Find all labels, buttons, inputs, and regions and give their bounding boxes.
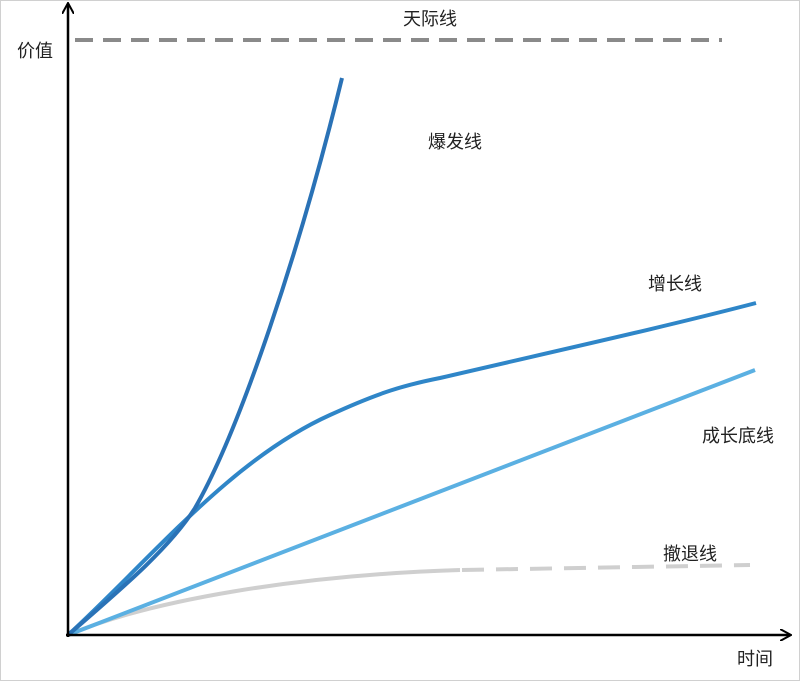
- growth-line: [66, 301, 757, 637]
- growth-baseline: [67, 368, 756, 637]
- line-label: 成长底线: [702, 426, 774, 447]
- line-label: 天际线: [403, 9, 457, 30]
- y-axis-label: 价值: [17, 41, 53, 62]
- retreat-line-dashed: [461, 563, 751, 572]
- line-label: 增长线: [648, 274, 702, 295]
- line-label: 爆发线: [428, 132, 482, 153]
- line-label: 撤退线: [663, 544, 717, 565]
- burst-line: [66, 77, 344, 637]
- x-axis-label: 时间: [737, 649, 773, 670]
